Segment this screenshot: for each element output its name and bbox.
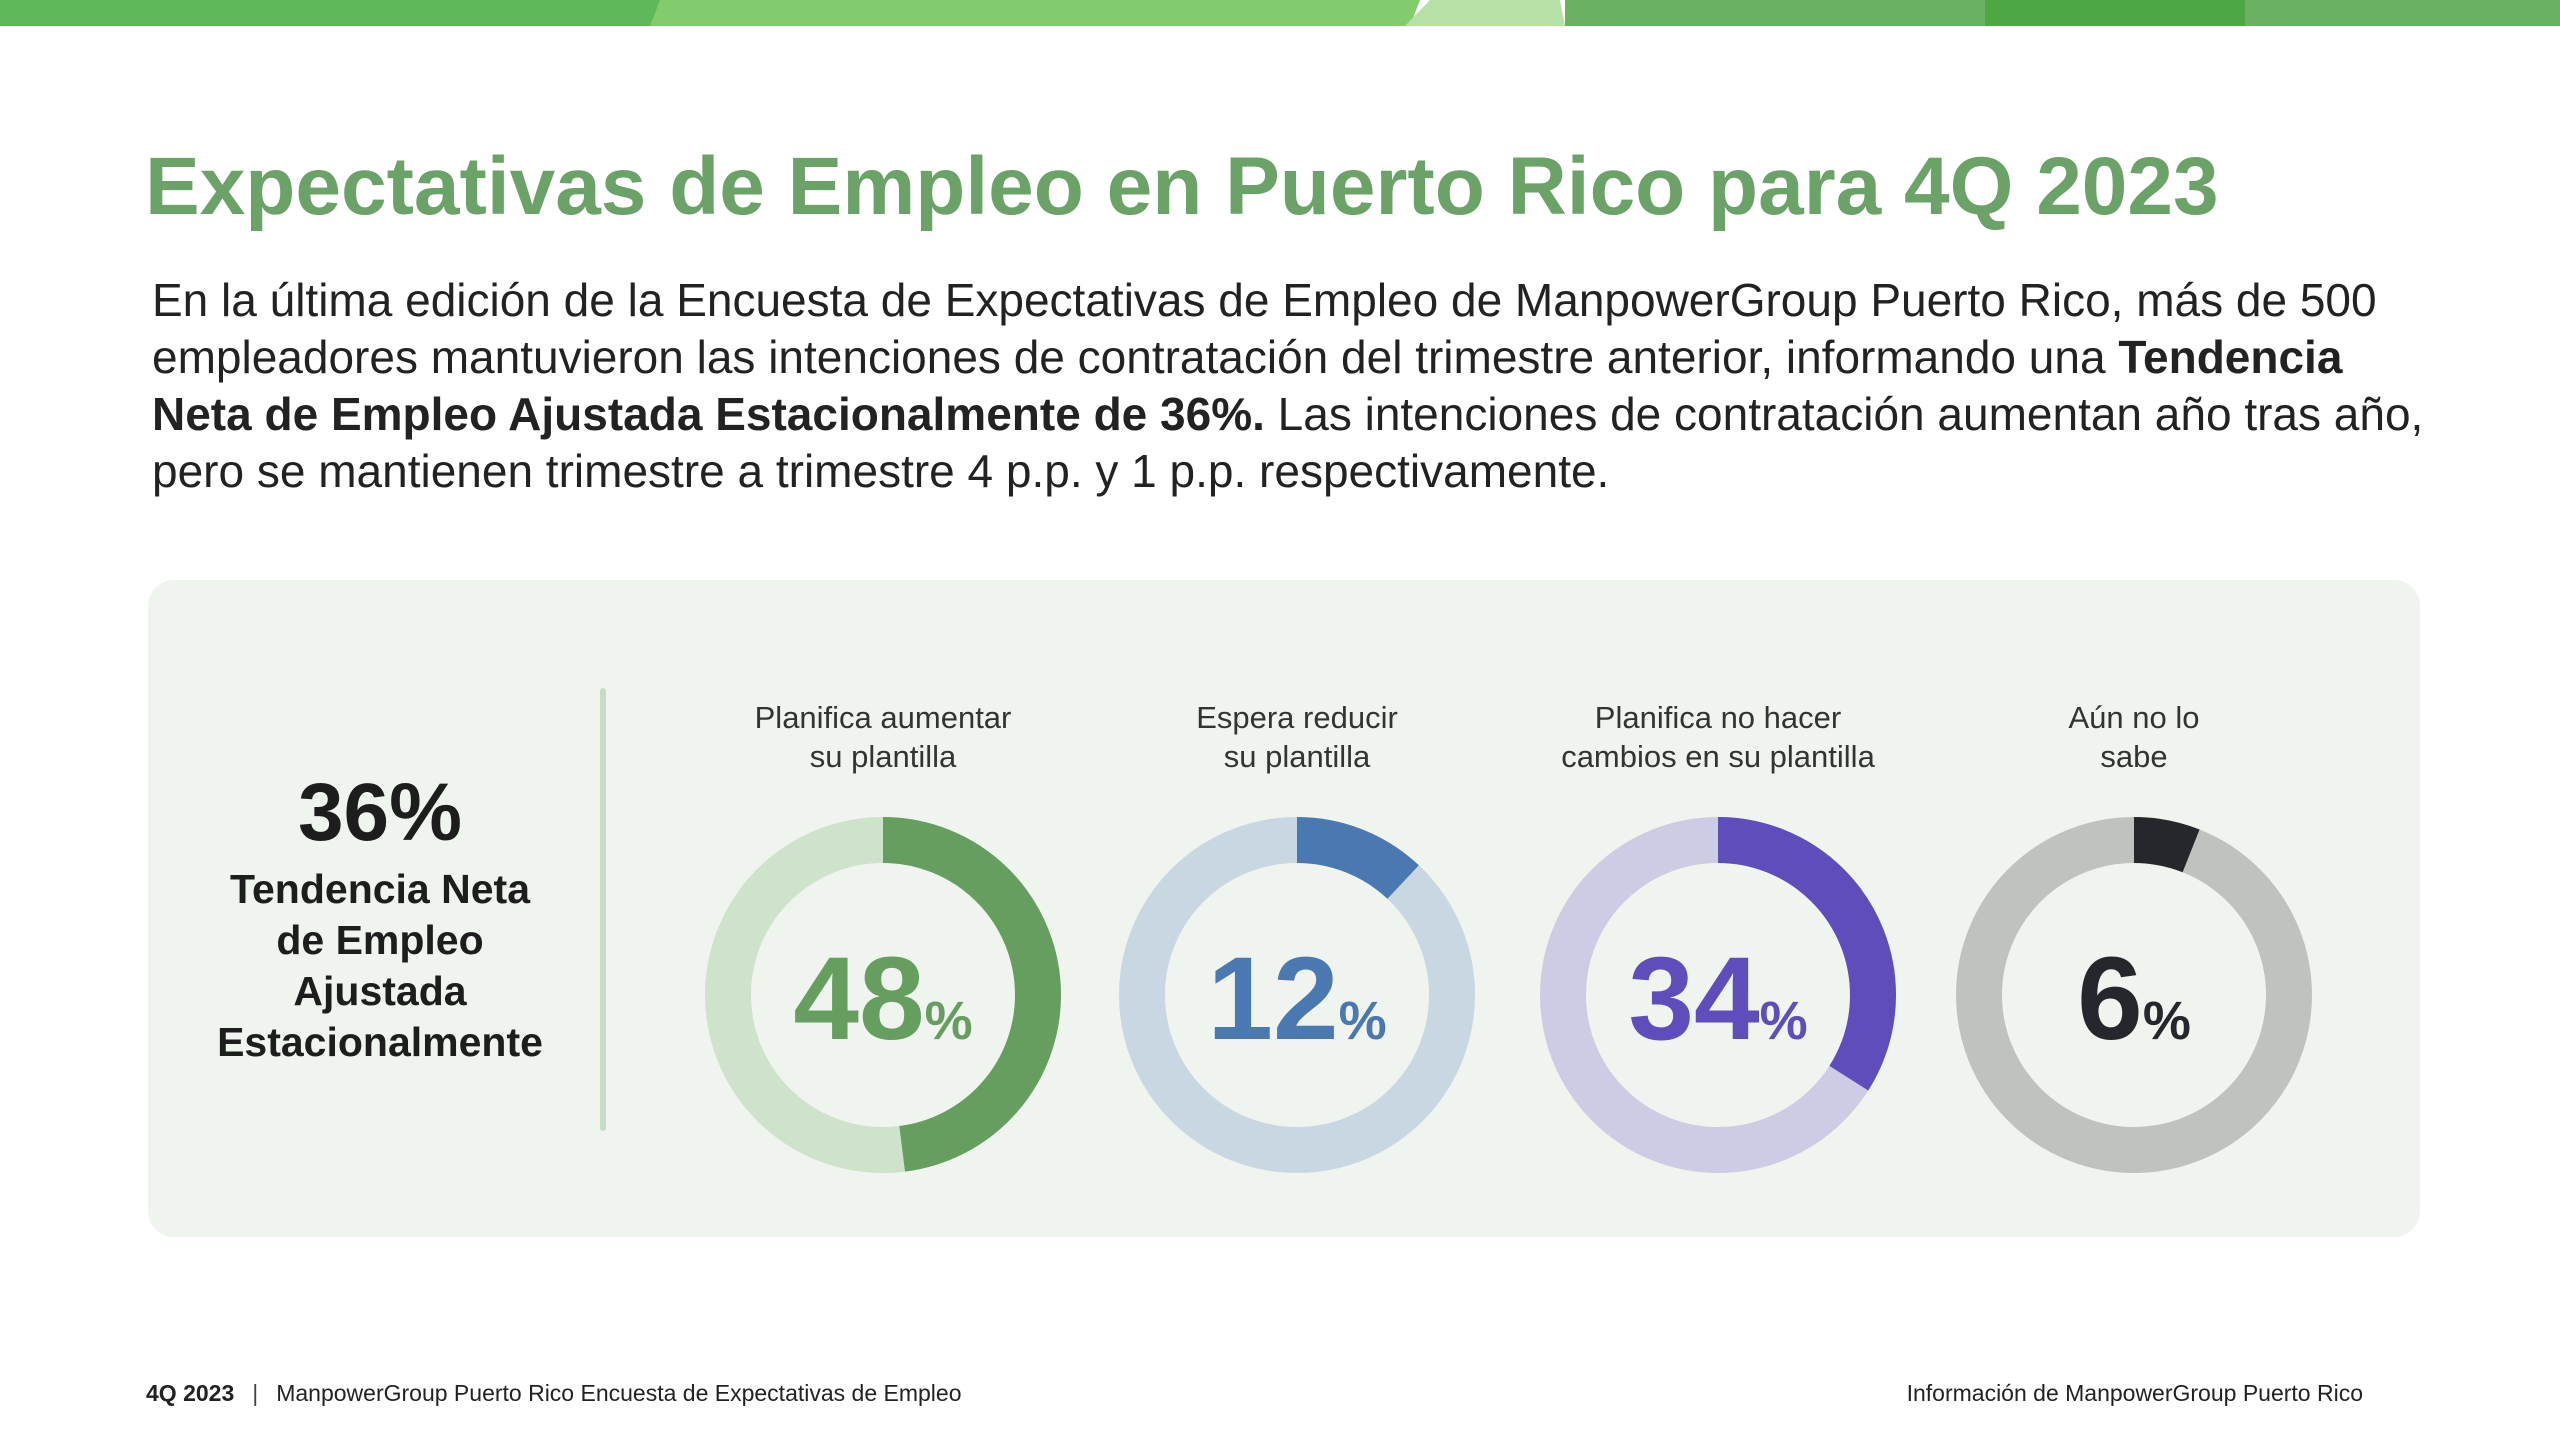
intro-text-1: En la última edición de la Encuesta de E…: [152, 274, 2377, 383]
net-employment-label-line-2: de Empleo: [276, 917, 484, 963]
footer-left: 4Q 2023 | ManpowerGroup Puerto Rico Encues…: [146, 1380, 962, 1407]
top-bar-segment-1: [0, 0, 760, 26]
donut-value-percent-increase: %: [925, 991, 973, 1051]
donut-slice-no-change: [1540, 817, 1896, 1173]
donut-value-no-change: 34%: [1628, 933, 1807, 1065]
footer-quarter: 4Q 2023: [146, 1380, 235, 1406]
intro-text-2: Las intenciones de contratación aumentan…: [152, 388, 2424, 497]
donut-value-percent-unknown: %: [2143, 991, 2191, 1051]
donut-label-decrease-line-1: Espera reducir: [1196, 700, 1398, 735]
donut-slice-unknown: [1956, 817, 2312, 1173]
donut-label-unknown: Aún no lo sabe: [1934, 698, 2334, 776]
top-bar-segment-4: [1565, 0, 1985, 26]
donut-label-unknown-line-1: Aún no lo: [2068, 700, 2200, 735]
donut-value-number-no-change: 34: [1628, 933, 1759, 1065]
footer-right: Información de ManpowerGroup Puerto Rico: [1906, 1380, 2363, 1406]
donut-slice-decrease: [1119, 817, 1475, 1173]
donut-label-no-change: Planifica no hacer cambios en su plantil…: [1518, 698, 1918, 776]
donut-label-increase-line-2: su plantilla: [809, 739, 957, 774]
donut-value-percent-no-change: %: [1760, 991, 1808, 1051]
intro-paragraph: En la última edición de la Encuesta de E…: [152, 272, 2452, 500]
donut-label-increase: Planifica aumentar su plantilla: [683, 698, 1083, 776]
page-title: Expectativas de Empleo en Puerto Rico pa…: [145, 141, 2219, 232]
top-color-bar: [0, 0, 2560, 26]
net-employment-summary: 36% Tendencia Neta de Empleo Ajustada Es…: [165, 768, 595, 1068]
donut-value-decrease: 12%: [1207, 933, 1386, 1065]
net-employment-label-line-4: Estacionalmente: [217, 1019, 543, 1065]
top-bar-segment-6: [2245, 0, 2560, 26]
top-bar-segment-3: [1405, 0, 1565, 26]
panel-divider: [600, 688, 606, 1131]
donut-value-percent-decrease: %: [1339, 991, 1387, 1051]
net-employment-label-line-3: Ajustada: [293, 968, 467, 1014]
top-bar-segment-5: [1985, 0, 2245, 26]
intro-text-bold: Tendencia Neta de Empleo Ajustada Estaci…: [152, 331, 2343, 440]
donut-value-unknown: 6%: [2077, 933, 2191, 1065]
donut-value-number-increase: 48: [793, 933, 924, 1065]
donut-label-no-change-line-2: cambios en su plantilla: [1561, 739, 1875, 774]
footer-source: ManpowerGroup Puerto Rico Encuesta de Ex…: [276, 1380, 962, 1406]
donut-slice-increase: [705, 817, 1061, 1173]
donut-label-no-change-line-1: Planifica no hacer: [1594, 700, 1842, 735]
donut-label-unknown-line-2: sabe: [2100, 739, 2168, 774]
net-employment-value: 36%: [297, 767, 463, 858]
donut-label-increase-line-1: Planifica aumentar: [754, 700, 1012, 735]
net-employment-label-line-1: Tendencia Neta: [230, 866, 530, 912]
donut-value-increase: 48%: [793, 933, 972, 1065]
donut-value-number-unknown: 6: [2077, 933, 2143, 1065]
footer-separator: |: [252, 1380, 259, 1406]
top-bar-segment-2: [650, 0, 1420, 26]
donut-label-decrease-line-2: su plantilla: [1223, 739, 1371, 774]
donut-label-decrease: Espera reducir su plantilla: [1097, 698, 1497, 776]
donut-value-number-decrease: 12: [1207, 933, 1338, 1065]
